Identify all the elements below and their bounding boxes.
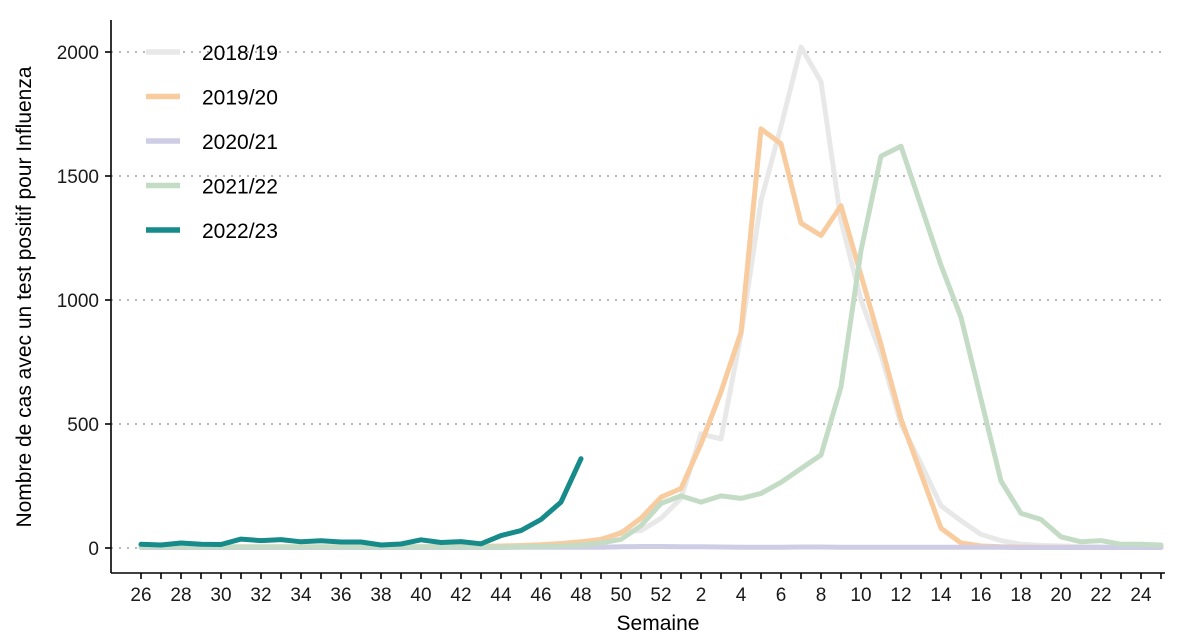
legend-label: 2022/23 (202, 220, 278, 243)
x-tick-label: 28 (170, 585, 191, 606)
x-ticks: 26 28 30 32 34 36 38 40 42 44 46 48 50 52 2 4 6 8 10 12 14 16… (130, 573, 1162, 606)
x-tick-label: 50 (610, 585, 631, 606)
legend-label: 2018/19 (202, 42, 278, 65)
x-tick-label: 42 (450, 585, 471, 606)
legend-label: 2020/21 (202, 131, 278, 154)
x-tick-label: 38 (370, 585, 391, 606)
x-tick-label: 24 (1130, 585, 1152, 606)
x-tick-label: 44 (490, 585, 512, 606)
y-tick-label: 500 (67, 415, 99, 436)
x-tick-label: 12 (890, 585, 911, 606)
legend: 2018/19 2019/20 2020/21 2021/22 2022/23 (146, 42, 278, 243)
x-tick-label: 32 (250, 585, 271, 606)
x-tick-label: 6 (776, 585, 787, 606)
series-lines (138, 44, 1164, 550)
x-tick-label: 40 (410, 585, 431, 606)
legend-label: 2019/20 (202, 87, 278, 110)
series-line-2019-20 (138, 126, 1164, 550)
x-tick-label: 4 (736, 585, 747, 606)
y-tick-label: 2000 (57, 43, 99, 64)
x-tick-label: 8 (816, 585, 827, 606)
x-tick-label: 10 (850, 585, 871, 606)
x-tick-label: 34 (290, 585, 312, 606)
series-line-2022-23 (138, 456, 584, 548)
x-tick-label: 48 (570, 585, 591, 606)
x-tick-label: 2 (696, 585, 707, 606)
x-tick-label: 22 (1090, 585, 1111, 606)
y-gridlines (111, 51, 1165, 549)
x-tick-label: 52 (650, 585, 671, 606)
x-tick-label: 30 (210, 585, 231, 606)
x-tick-label: 14 (930, 585, 952, 606)
x-tick-label: 18 (1010, 585, 1031, 606)
x-tick-label: 46 (530, 585, 551, 606)
x-tick-label: 20 (1050, 585, 1071, 606)
series-line-2018-19 (138, 44, 1164, 550)
axes (110, 20, 1165, 574)
y-ticks: 0 500 1000 1500 2000 (57, 43, 111, 560)
y-tick-label: 1000 (57, 291, 99, 312)
x-tick-label: 36 (330, 585, 351, 606)
legend-label: 2021/22 (202, 176, 278, 199)
x-axis-title: Semaine (617, 612, 700, 635)
x-tick-label: 16 (970, 585, 991, 606)
y-tick-label: 1500 (57, 167, 99, 188)
x-tick-label: 26 (130, 585, 151, 606)
y-axis-title: Nombre de cas avec un test positif pour … (13, 66, 36, 527)
series-line-2021-22 (138, 143, 1164, 550)
y-tick-label: 0 (88, 539, 99, 560)
